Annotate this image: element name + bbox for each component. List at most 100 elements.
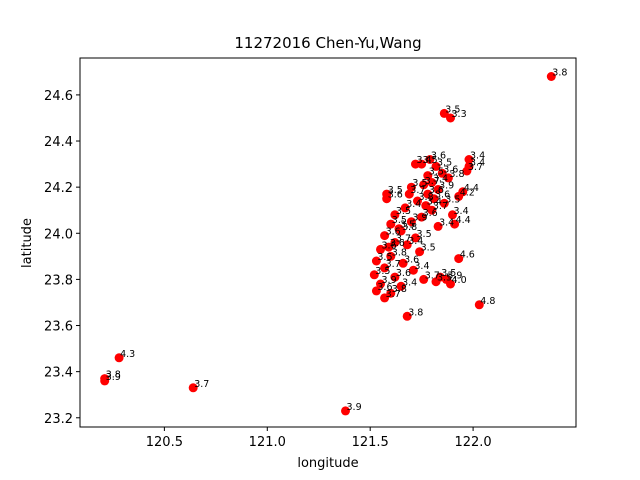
data-point-label: 3.5 [421,243,436,254]
data-point-label: 3.6 [388,190,403,201]
data-point-label: 3.9 [412,213,427,224]
data-point-label: 3.6 [435,190,450,201]
data-point [423,171,433,181]
data-point [402,240,412,250]
data-point [404,189,414,199]
data-point [429,194,439,204]
data-point-label: 3.4 [417,155,432,166]
data-point [439,108,449,118]
y-tick-label: 24.6 [44,89,73,104]
data-point-label: 3.5 [388,185,403,196]
data-point-label: 3.8 [449,169,464,180]
plot-area-frame [79,57,577,428]
data-point [376,279,385,289]
data-point-label: 3.7 [433,201,448,212]
data-point-label: 3.7 [386,289,401,300]
data-point [437,168,447,178]
y-tick-label: 24.4 [44,135,73,150]
data-point [462,166,472,176]
data-point-label: 3.5 [441,268,456,279]
data-point-label: 3.7 [425,270,440,281]
data-point [406,182,416,192]
y-tick-label: 23.8 [44,273,73,288]
data-point [443,173,453,183]
data-point [419,274,429,284]
data-point-label: 3.4 [470,157,485,168]
y-tick-label: 24.0 [44,227,73,242]
data-point-label: 3.6 [390,238,405,249]
data-point-label: 3.5 [437,157,452,168]
data-point [380,293,390,303]
data-point [380,263,390,273]
data-point [546,72,556,81]
data-point [376,244,385,254]
data-point-label: 3.6 [443,164,458,175]
x-tick-label: 121.5 [352,435,389,450]
data-point-label: 3.5 [396,206,411,217]
data-point-label: 3.5 [412,178,427,189]
data-point [386,288,396,298]
data-point [386,219,396,229]
data-point-label: 3.5 [377,252,392,263]
data-point [454,254,464,264]
data-point [427,178,437,187]
data-point-label: 3.9 [439,181,454,192]
data-point-label: 3.8 [552,68,567,79]
data-point [188,383,198,393]
data-point [371,256,381,266]
data-point-label: 3.4 [408,236,423,247]
x-tick-label: 122.0 [454,435,491,450]
x-tick-label: 120.5 [146,435,183,450]
data-point-label: 4.6 [460,250,475,261]
data-point [419,180,429,190]
data-point-label: 3.5 [400,220,415,231]
y-axis-label: latitude [20,218,35,268]
data-point [446,113,455,123]
data-point-label: 3.9 [447,270,462,281]
data-point-label: 4.4 [456,215,471,226]
data-point [400,203,410,213]
data-point-label: 3.7 [468,162,483,173]
data-point-label: 3.8 [408,307,423,318]
data-point [394,224,404,234]
y-tick-label: 23.4 [44,366,73,381]
data-point-label: 3.8 [402,222,417,233]
data-point-label: 3.5 [445,104,460,115]
data-point [386,251,396,261]
data-point-label: 4.3 [120,349,135,360]
data-point [371,286,381,296]
data-point [423,189,433,199]
data-point-label: 3.8 [106,370,121,381]
data-point-label: 4.8 [480,296,495,307]
data-point-label: 3.4 [427,197,442,208]
data-point-label: 3.9 [106,372,121,383]
data-point [411,159,420,169]
x-axis-ticks: 120.5 121.0 121.5 122.0 [146,427,492,450]
data-point [390,210,400,220]
data-point-label: 3.4 [406,199,421,210]
y-tick-label: 23.2 [44,412,73,427]
data-point [450,219,460,229]
data-point [446,279,455,289]
data-point-label: 3.6 [382,240,397,251]
point-labels-layer: 3.83.53.33.43.43.74.44.23.44.44.63.94.04… [106,68,568,413]
data-point [448,210,457,220]
data-point-label: 3.6 [429,185,444,196]
data-point-label: 3.3 [452,109,467,120]
data-point [417,212,427,222]
data-point [425,155,435,164]
data-point [114,353,124,363]
data-point [382,194,392,204]
data-point-label: 3.5 [417,229,432,240]
data-point-label: 3.6 [404,254,419,265]
data-point-label: 3.6 [396,268,411,279]
data-point-label: 3.7 [194,379,209,390]
data-point-label: 3.4 [414,261,429,272]
data-point-label: 3.6 [377,282,392,293]
data-point-label: 3.4 [433,174,448,185]
data-point [464,155,474,164]
data-point-label: 3.9 [382,275,397,286]
y-tick-label: 24.2 [44,181,73,196]
